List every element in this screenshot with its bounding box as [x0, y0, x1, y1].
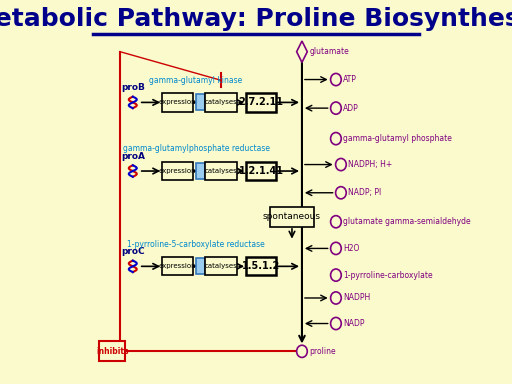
Circle shape — [331, 102, 342, 114]
Circle shape — [335, 159, 346, 170]
Text: Metabolic Pathway: Proline Biosynthesis: Metabolic Pathway: Proline Biosynthesis — [0, 7, 512, 31]
Text: ATP: ATP — [343, 75, 357, 84]
FancyBboxPatch shape — [205, 162, 237, 180]
Circle shape — [331, 292, 342, 304]
FancyBboxPatch shape — [99, 341, 125, 361]
FancyBboxPatch shape — [246, 162, 275, 180]
Text: 1.5.1.2: 1.5.1.2 — [242, 262, 280, 271]
Text: proA: proA — [121, 152, 145, 161]
Text: gamma-glutamyl phosphate: gamma-glutamyl phosphate — [343, 134, 452, 143]
FancyBboxPatch shape — [196, 163, 205, 179]
Text: spontaneous: spontaneous — [263, 212, 321, 221]
FancyBboxPatch shape — [196, 258, 205, 274]
FancyBboxPatch shape — [162, 162, 193, 180]
Text: proB: proB — [121, 83, 145, 93]
FancyBboxPatch shape — [205, 257, 237, 275]
Text: proC: proC — [121, 247, 144, 257]
FancyBboxPatch shape — [205, 93, 237, 112]
Text: expression: expression — [159, 99, 197, 106]
FancyBboxPatch shape — [270, 207, 314, 227]
FancyBboxPatch shape — [246, 93, 275, 112]
Circle shape — [331, 132, 342, 145]
Text: 1-pyrroline-carboxylate: 1-pyrroline-carboxylate — [343, 271, 433, 280]
Text: NADP; PI: NADP; PI — [348, 188, 381, 197]
Circle shape — [335, 187, 346, 199]
Text: glutamate: glutamate — [310, 47, 350, 56]
Circle shape — [331, 216, 342, 228]
Text: NADP: NADP — [343, 319, 365, 328]
Circle shape — [296, 345, 307, 358]
Text: glutamate gamma-semialdehyde: glutamate gamma-semialdehyde — [343, 217, 471, 226]
Text: 1-pyrroline-5-carboxylate reductase: 1-pyrroline-5-carboxylate reductase — [127, 240, 265, 249]
FancyBboxPatch shape — [246, 257, 275, 275]
Text: H2O: H2O — [343, 244, 359, 253]
Text: NADPH: NADPH — [343, 293, 371, 303]
Text: 1.2.1.41: 1.2.1.41 — [239, 166, 284, 176]
Text: inhibits: inhibits — [96, 347, 129, 356]
Circle shape — [331, 242, 342, 255]
Text: catalyses: catalyses — [205, 99, 238, 106]
Circle shape — [331, 269, 342, 281]
FancyBboxPatch shape — [196, 94, 205, 111]
Text: proline: proline — [309, 347, 336, 356]
Text: gamma-glutamylphosphate reductase: gamma-glutamylphosphate reductase — [122, 144, 269, 154]
Text: ADP: ADP — [343, 104, 359, 113]
Circle shape — [331, 73, 342, 86]
Text: gamma-glutamyl kinase: gamma-glutamyl kinase — [150, 76, 243, 85]
FancyBboxPatch shape — [162, 257, 193, 275]
Text: expression: expression — [159, 263, 197, 269]
Text: expression: expression — [159, 168, 197, 174]
Text: catalyses: catalyses — [205, 263, 238, 269]
Polygon shape — [296, 41, 307, 62]
Text: catalyses: catalyses — [205, 168, 238, 174]
Text: NADPH; H+: NADPH; H+ — [348, 160, 393, 169]
Text: 2.7.2.11: 2.7.2.11 — [239, 98, 284, 108]
Circle shape — [331, 318, 342, 329]
FancyBboxPatch shape — [162, 93, 193, 112]
